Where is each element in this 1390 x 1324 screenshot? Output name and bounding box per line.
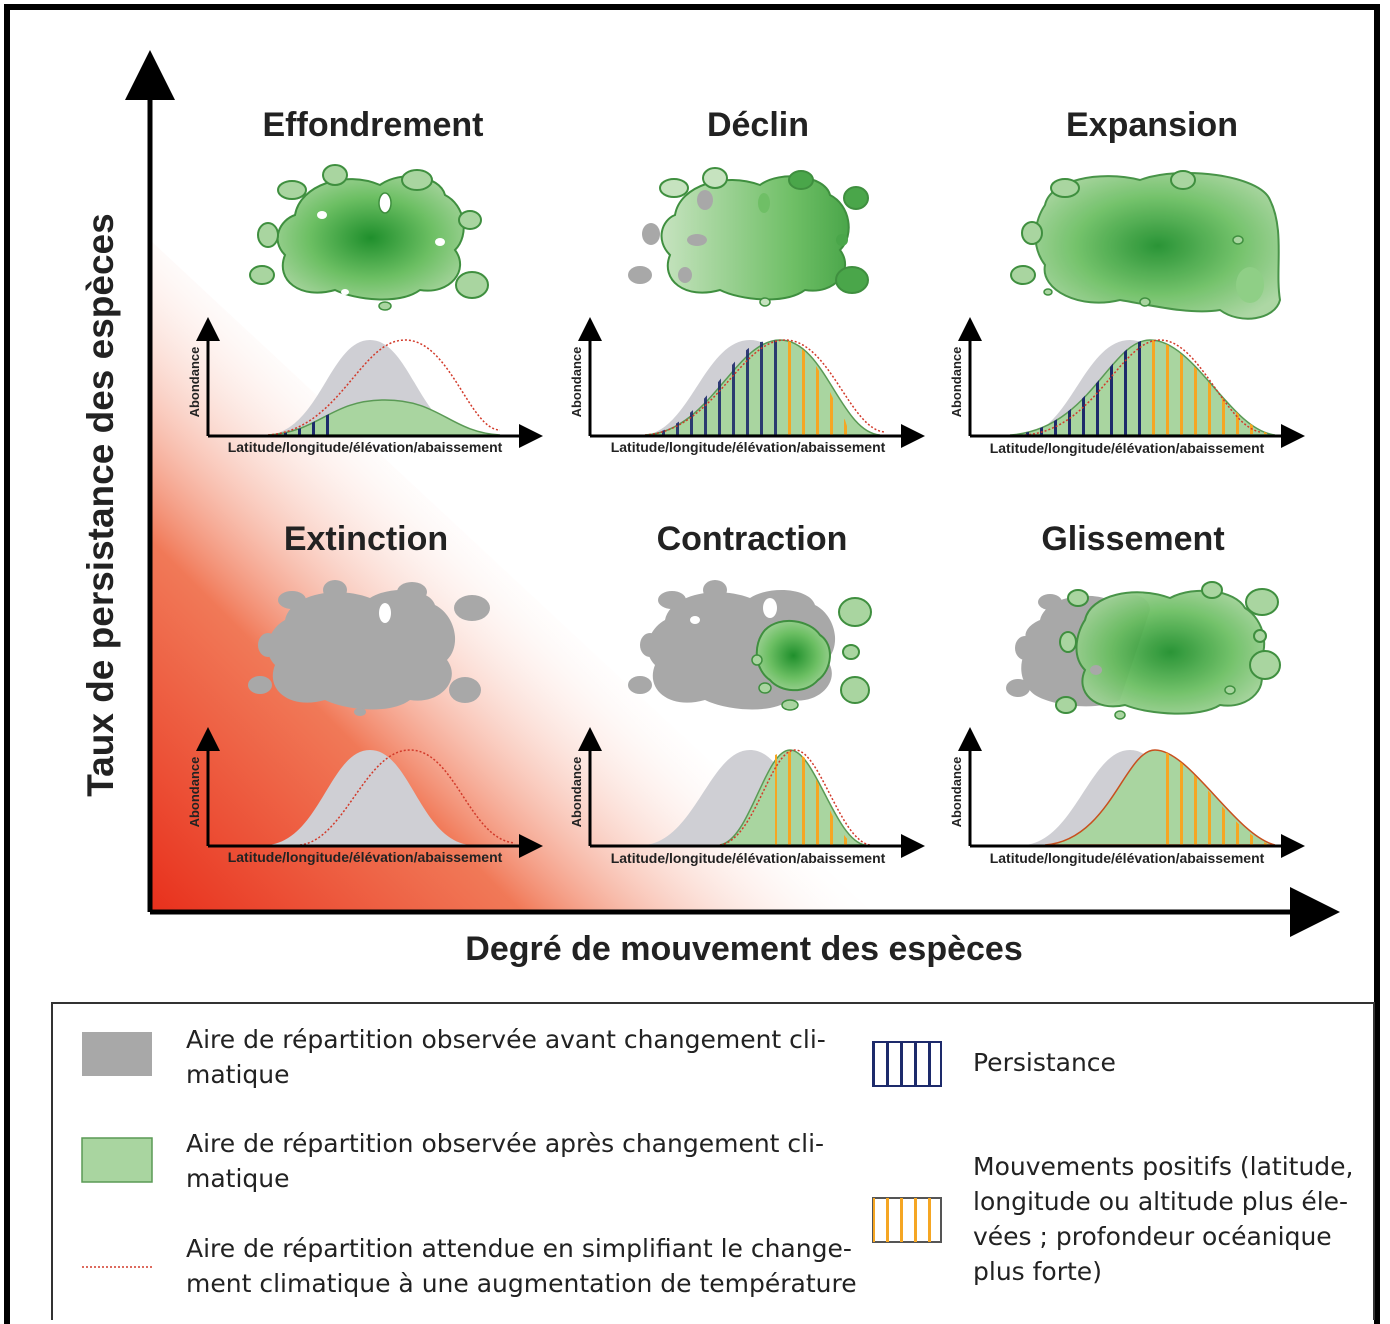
chart-x-label: Latitude/longitude/élévation/abaissement <box>228 849 503 865</box>
range-map <box>249 164 489 311</box>
panel-title: Effondrement <box>263 106 484 144</box>
legend-label: Mouvements positifs (latitude, <box>973 1152 1354 1181</box>
panel-title: Glissement <box>1041 520 1224 558</box>
abundance-chart: Abondance Latitude/longitude/élévation/a… <box>569 317 925 455</box>
legend-label: Aire de répartition attendue en simplifi… <box>186 1234 852 1263</box>
chart-x-label: Latitude/longitude/élévation/abaissement <box>990 440 1265 456</box>
legend-swatch-gray <box>82 1032 152 1076</box>
panel-title: Expansion <box>1066 106 1238 144</box>
abundance-chart: Abondance Latitude/longitude/élévation/a… <box>187 727 543 865</box>
legend-label: ment climatique à une augmentation de te… <box>186 1269 857 1298</box>
abundance-chart: Abondance Latitude/longitude/élévation/a… <box>569 727 925 866</box>
legend-item-persistence: Persistance <box>872 1041 1116 1087</box>
chart-y-label: Abondance <box>569 347 584 418</box>
range-map <box>1006 581 1281 720</box>
panel-expansion: Expansion Abondance Latitude/longitude/é… <box>949 106 1305 456</box>
panel-title: Contraction <box>657 520 848 558</box>
range-map <box>1010 170 1282 320</box>
panel-declin: Déclin Abondance Latitude/ <box>569 106 925 455</box>
abundance-chart: Abondance Latitude/longitude/élévation/a… <box>949 317 1305 456</box>
chart-y-label: Abondance <box>187 757 202 828</box>
legend: Aire de répartition observée avant chang… <box>51 1002 1375 1320</box>
legend-label: Aire de répartition observée avant chang… <box>186 1025 826 1054</box>
range-map <box>628 167 869 307</box>
x-axis-label: Degré de mouvement des espèces <box>465 930 1022 968</box>
legend-label: matique <box>186 1060 290 1089</box>
chart-y-label: Abondance <box>569 757 584 828</box>
legend-label: matique <box>186 1164 290 1193</box>
panel-title: Extinction <box>284 520 448 558</box>
legend-swatch-green <box>81 1137 153 1183</box>
chart-x-label: Latitude/longitude/élévation/abaissement <box>611 850 886 866</box>
chart-y-label: Abondance <box>949 347 964 418</box>
legend-label: longitude ou altitude plus éle- <box>973 1187 1348 1216</box>
panel-contraction: Contraction Abondance Latitude/lo <box>569 520 925 866</box>
abundance-chart: Abondance Latitude/longitude/élévation/a… <box>187 317 543 455</box>
panel-effondrement: Effondrement Abondance Latitude/longitud <box>187 106 543 455</box>
legend-label: plus forte) <box>973 1257 1102 1286</box>
legend-item-positive: Mouvements positifs (latitude, longitude… <box>872 1152 1354 1286</box>
abundance-chart: Abondance Latitude/longitude/élévation/a… <box>949 727 1305 866</box>
panel-extinction: Extinction Abondance Latitude/longitude/… <box>187 520 543 865</box>
legend-label: vées ; profondeur océanique <box>973 1222 1332 1251</box>
range-map <box>248 580 490 716</box>
chart-x-label: Latitude/longitude/élévation/abaissement <box>228 439 503 455</box>
legend-box <box>51 1002 1375 1320</box>
legend-label: Aire de répartition observée après chang… <box>186 1129 824 1158</box>
legend-label: Persistance <box>973 1048 1116 1077</box>
chart-y-label: Abondance <box>949 757 964 828</box>
legend-item-after: Aire de répartition observée après chang… <box>81 1129 824 1193</box>
y-axis-label: Taux de persistance des espèces <box>80 213 121 796</box>
chart-y-label: Abondance <box>187 347 202 418</box>
chart-x-label: Latitude/longitude/élévation/abaissement <box>611 439 886 455</box>
legend-item-before: Aire de répartition observée avant chang… <box>82 1025 826 1089</box>
figure-frame <box>4 4 1380 1324</box>
legend-item-expected: Aire de répartition attendue en simplifi… <box>82 1234 857 1298</box>
chart-x-label: Latitude/longitude/élévation/abaissement <box>990 850 1265 866</box>
panel-title: Déclin <box>707 106 809 144</box>
range-map <box>628 580 872 711</box>
panel-glissement: Glissement Abondance Latitude/lon <box>949 520 1305 866</box>
